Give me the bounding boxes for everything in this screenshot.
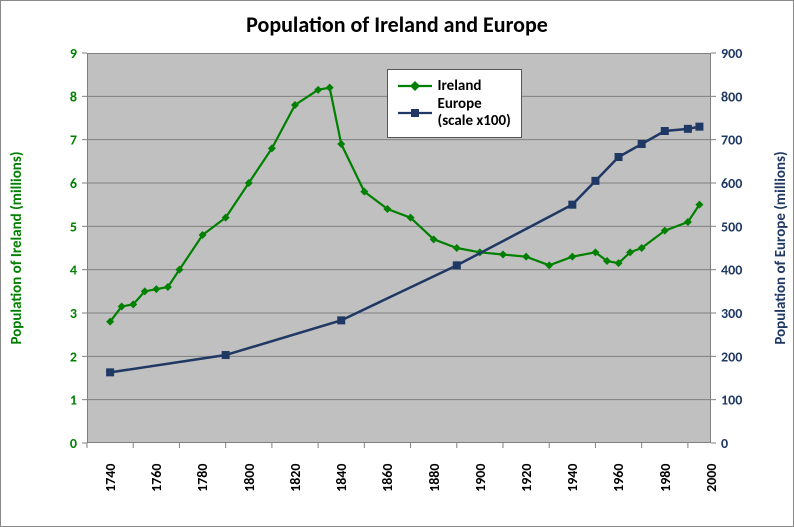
series-marker (522, 253, 530, 261)
series-marker (152, 285, 160, 293)
series-marker (453, 261, 461, 269)
svg-text:2: 2 (70, 348, 77, 365)
x-tick-label: 1840 (333, 464, 350, 492)
series-marker (499, 251, 507, 259)
chart-title: Population of Ireland and Europe (1, 11, 793, 38)
x-tick-label: 2000 (703, 464, 720, 492)
x-tick-label: 1940 (564, 464, 581, 492)
svg-text:300: 300 (721, 305, 742, 322)
svg-text:0: 0 (70, 435, 77, 452)
svg-text:200: 200 (721, 348, 742, 365)
svg-text:700: 700 (721, 132, 742, 149)
series-marker (591, 177, 599, 185)
svg-text:0: 0 (721, 435, 728, 452)
svg-text:9: 9 (70, 45, 77, 62)
svg-text:6: 6 (70, 175, 77, 192)
x-tick-label: 1920 (518, 464, 535, 492)
svg-text:600: 600 (721, 175, 742, 192)
series-marker (695, 123, 703, 131)
x-tick-label: 1820 (287, 464, 304, 492)
svg-text:4: 4 (70, 262, 77, 279)
svg-text:800: 800 (721, 88, 742, 105)
svg-text:5: 5 (70, 218, 77, 235)
series-marker (545, 261, 553, 269)
y-axis-right-label: Population of Europe (millions) (772, 151, 790, 344)
svg-text:7: 7 (70, 132, 77, 149)
x-tick-label: 1780 (194, 464, 211, 492)
svg-text:8: 8 (70, 88, 77, 105)
x-tick-label: 1860 (379, 464, 396, 492)
svg-text:1: 1 (70, 392, 77, 409)
x-tick-label: 1880 (425, 464, 442, 492)
svg-text:900: 900 (721, 45, 742, 62)
series-marker (638, 140, 646, 148)
svg-text:500: 500 (721, 218, 742, 235)
legend-item: Ireland (398, 78, 511, 95)
series-marker (661, 127, 669, 135)
x-tick-label: 1740 (102, 464, 119, 492)
legend-item: Europe (scale x100) (398, 96, 511, 129)
chart-container: Population of Ireland and Europe Populat… (0, 0, 794, 527)
svg-text:100: 100 (721, 392, 742, 409)
legend-swatch (398, 79, 432, 93)
series-marker (337, 316, 345, 324)
x-tick-label: 1800 (241, 464, 258, 492)
legend-swatch (398, 106, 432, 120)
series-line (110, 127, 699, 373)
legend: IrelandEurope (scale x100) (387, 69, 522, 139)
series-marker (326, 84, 334, 92)
series-marker (568, 201, 576, 209)
series-marker (106, 368, 114, 376)
series-marker (615, 153, 623, 161)
x-tick-label: 1960 (610, 464, 627, 492)
y-axis-left-label: Population of Ireland (millions) (8, 151, 26, 344)
svg-text:3: 3 (70, 305, 77, 322)
x-tick-label: 1980 (657, 464, 674, 492)
series-marker (453, 244, 461, 252)
series-marker (568, 253, 576, 261)
legend-label: Ireland (438, 78, 482, 95)
x-tick-label: 1900 (472, 464, 489, 492)
series-marker (337, 140, 345, 148)
x-tick-label: 1760 (148, 464, 165, 492)
svg-text:400: 400 (721, 262, 742, 279)
series-marker (684, 125, 692, 133)
series-marker (222, 351, 230, 359)
legend-label: Europe (scale x100) (438, 96, 511, 129)
